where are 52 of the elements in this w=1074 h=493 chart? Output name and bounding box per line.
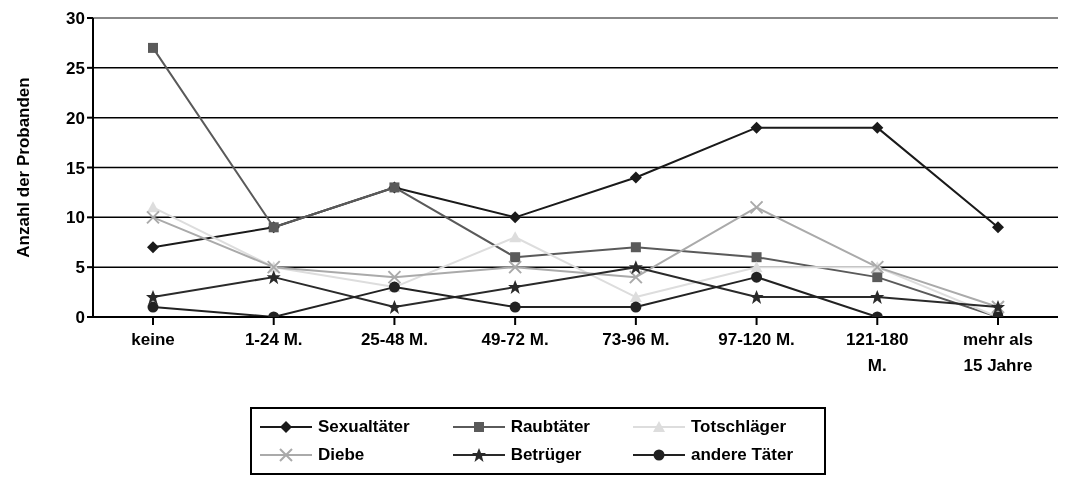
point: [870, 290, 885, 305]
point: [751, 252, 762, 263]
legend-label: Betrüger: [510, 445, 582, 465]
y-axis-title: Anzahl der Probanden: [14, 77, 34, 258]
y-tick-label: 0: [75, 308, 85, 328]
y-tick-label: 15: [66, 158, 85, 178]
point: [751, 271, 763, 283]
point: [629, 291, 642, 303]
x-tick-label: mehr als 15 Jahre: [963, 330, 1033, 375]
legend-label: Sexualtäter: [318, 417, 410, 437]
point: [629, 171, 642, 184]
point: [387, 270, 402, 285]
point: [750, 121, 763, 134]
legend-label: andere Täter: [690, 445, 794, 465]
point: [147, 301, 159, 313]
legend-label: Diebe: [318, 445, 365, 465]
point: [750, 261, 763, 273]
y-tick-label: 5: [75, 258, 85, 278]
point: [992, 221, 1004, 234]
x-tick-label: 1-24 M.: [244, 330, 303, 349]
point: [872, 272, 883, 283]
y-tick-label: 20: [66, 108, 85, 128]
y-tick-label: 30: [66, 9, 85, 29]
point: [871, 121, 884, 134]
point: [147, 241, 159, 254]
x-tick-label: keine: [131, 330, 175, 349]
point: [266, 270, 281, 285]
point: [749, 200, 764, 215]
point: [509, 211, 522, 224]
point: [630, 242, 641, 253]
point: [508, 260, 523, 275]
point: [508, 280, 523, 295]
x-tick-label: 121-180 M.: [846, 330, 909, 375]
legend-label: Raubtäter: [510, 417, 590, 437]
point: [146, 290, 160, 305]
point: [749, 290, 764, 305]
point: [628, 270, 643, 285]
x-tick-label: 49-72 M.: [481, 330, 549, 349]
y-tick-label: 10: [66, 208, 85, 228]
point: [509, 301, 521, 313]
point: [146, 210, 160, 225]
legend-label: Totschläger: [690, 417, 787, 437]
x-tick-label: 25-48 M.: [360, 330, 428, 349]
y-tick-label: 25: [66, 58, 85, 78]
x-tick-label: 73-96 M.: [602, 330, 670, 349]
point: [387, 300, 402, 315]
point: [510, 252, 521, 263]
x-tick-label: 97-120 M.: [718, 330, 795, 349]
point: [148, 42, 158, 53]
point: [628, 260, 643, 275]
point: [630, 301, 642, 313]
point: [509, 231, 522, 243]
